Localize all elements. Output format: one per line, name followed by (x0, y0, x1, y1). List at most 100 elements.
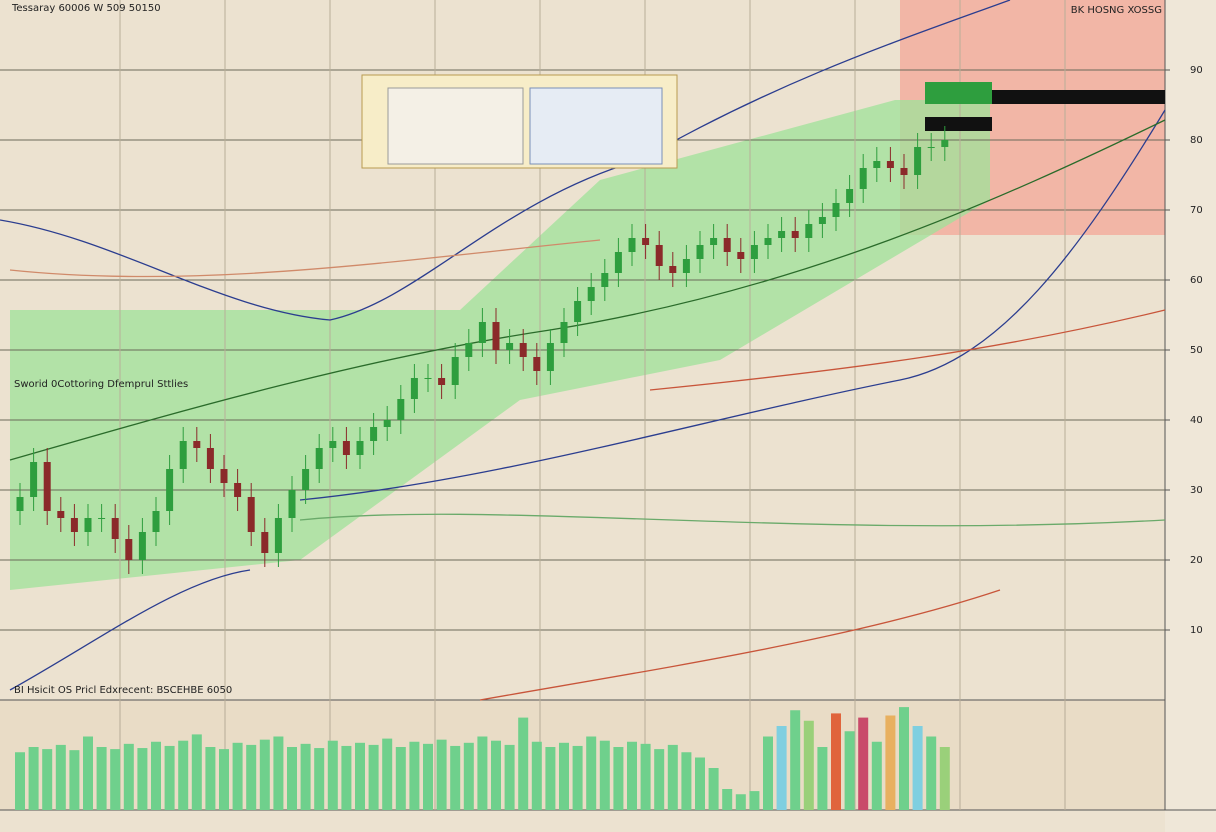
y-tick-label: 10 (1190, 625, 1203, 636)
candle-body (669, 266, 677, 273)
volume-bar (803, 720, 814, 810)
candle-body (138, 532, 146, 560)
volume-bar (96, 747, 107, 810)
candle-body (642, 238, 650, 245)
candle-body (234, 483, 242, 497)
volume-bar (899, 707, 909, 810)
candle-body (30, 462, 38, 497)
volume-bar (69, 750, 80, 810)
volume-bar (640, 743, 651, 810)
info-table (387, 87, 524, 165)
volume-bar (681, 752, 692, 810)
price-badge (925, 82, 992, 104)
header-title: Tessaray 60006 W 509 50150 (11, 3, 161, 14)
ma-line (9, 569, 251, 691)
volume-bar (613, 747, 624, 810)
trend-zone (10, 100, 990, 590)
annotation: Sworid 0Cottoring Dfemprul Sttlies (14, 379, 188, 390)
candle-body (315, 448, 323, 469)
volume-bar (368, 744, 379, 810)
candle-body (247, 497, 255, 532)
candle-body (682, 259, 690, 273)
candle-body (723, 238, 731, 252)
volume-bar (912, 726, 923, 810)
volume-bar (763, 736, 773, 810)
volume-bar (831, 713, 841, 810)
candle-body (533, 357, 541, 371)
volume-bar (259, 739, 270, 810)
candle-body (628, 238, 636, 252)
candle-body (125, 539, 133, 560)
volume-bar (110, 749, 121, 810)
candle-body (261, 532, 269, 553)
volume-bar (273, 736, 284, 810)
candle-body (179, 441, 187, 469)
candle-body (941, 140, 949, 147)
volume-bar (314, 748, 325, 810)
volume-bar (219, 749, 229, 810)
volume-bar (205, 747, 216, 810)
candle-body (737, 252, 745, 259)
volume-bar (55, 744, 66, 810)
volume-bar (749, 791, 760, 810)
y-tick-label: 70 (1190, 205, 1203, 216)
volume-bar (463, 742, 474, 810)
volume-bar (355, 742, 365, 810)
price-line-tag (925, 117, 992, 131)
volume-bar (518, 717, 529, 810)
y-tick-label: 90 (1190, 65, 1203, 76)
volume-bar (436, 739, 447, 810)
volume-bar (287, 747, 297, 810)
volume-bar (191, 734, 202, 810)
volume-bar (885, 715, 896, 810)
candle-body (98, 518, 106, 519)
candle-body (16, 497, 24, 511)
candle-body (370, 427, 378, 441)
candle-body (302, 469, 310, 490)
volume-bar (178, 740, 189, 810)
volume-bar (504, 744, 515, 810)
candle-body (546, 343, 554, 371)
candle-body (152, 511, 160, 532)
volume-bar (246, 744, 257, 810)
candle-body (574, 301, 582, 322)
volume-bar (382, 738, 393, 810)
candle-body (438, 378, 446, 385)
right-axis-panel (1165, 0, 1216, 832)
volume-bar (83, 736, 93, 810)
candle-body (846, 189, 854, 203)
candle-body (601, 273, 609, 287)
volume-bar (423, 743, 433, 810)
candle-body (873, 161, 881, 168)
volume-bar (871, 741, 882, 810)
candle-body (805, 224, 813, 238)
candle-body (465, 343, 473, 357)
volume-bar (151, 741, 161, 810)
candle-body (587, 287, 595, 301)
candle-body (506, 343, 514, 350)
candle-body (750, 245, 758, 259)
volume-bar (395, 747, 406, 810)
candle-body (764, 238, 772, 245)
volume-bar (559, 742, 569, 810)
candle-body (356, 441, 364, 455)
candle-body (397, 399, 405, 420)
candle-body (57, 511, 65, 518)
candle-body (274, 518, 282, 553)
volume-bar (599, 740, 610, 810)
candle-body (383, 420, 391, 427)
candle-body (832, 203, 840, 217)
ma-line (299, 513, 1166, 527)
ma-line (299, 109, 1166, 501)
candle-body (111, 518, 119, 539)
volume-bar (926, 736, 937, 810)
volume-bar (42, 749, 53, 810)
candle-body (410, 378, 418, 399)
candle-body (478, 322, 486, 343)
y-tick-label: 40 (1190, 415, 1203, 426)
volume-bar (817, 747, 828, 810)
volume-bar (477, 736, 488, 810)
volume-bar (164, 745, 175, 810)
